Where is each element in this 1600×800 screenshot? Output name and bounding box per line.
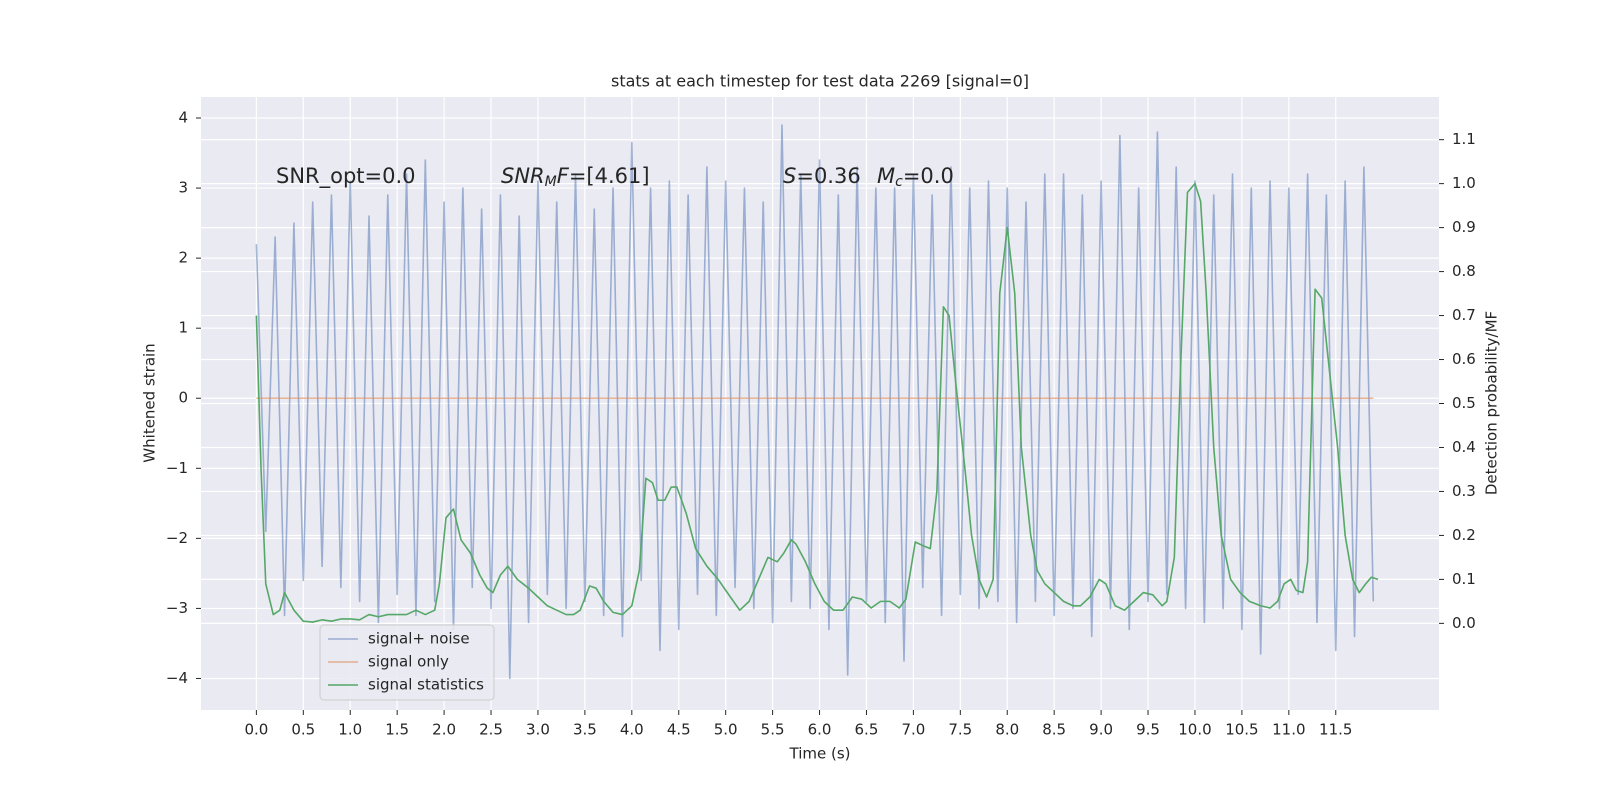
x-tick-label: 6.0	[808, 721, 832, 739]
y2-tick-label: 0.2	[1452, 526, 1476, 544]
y2-tick-label: 0.7	[1452, 306, 1476, 324]
annotation-part: S	[783, 164, 796, 188]
y-tick-label: 4	[178, 109, 188, 127]
annotation-part: SNR	[501, 164, 545, 188]
y-tick-label: 1	[178, 319, 188, 337]
annotation-part: SNR_opt=0.0	[276, 164, 416, 189]
x-tick-label: 1.0	[338, 721, 362, 739]
x-tick-label: 9.0	[1089, 721, 1113, 739]
x-tick-label: 3.5	[573, 721, 597, 739]
annotation-part: =[4.61]	[569, 164, 650, 188]
x-tick-label: 7.5	[948, 721, 972, 739]
y-tick-label: −4	[166, 669, 188, 687]
y-tick-label: 0	[178, 389, 188, 407]
x-tick-label: 10.0	[1178, 721, 1211, 739]
x-tick-label: 5.5	[761, 721, 785, 739]
annotation-part: =0.0	[903, 164, 954, 188]
y-tick-label: −1	[166, 459, 188, 477]
y2-tick-label: 0.5	[1452, 394, 1476, 412]
y2-axis-label: Detection probability/MF	[1483, 311, 1501, 495]
x-tick-label: 3.0	[526, 721, 550, 739]
annotation: S=0.36	[783, 164, 861, 188]
x-tick-label: 11.0	[1272, 721, 1305, 739]
y2-tick-label: 0.3	[1452, 482, 1476, 500]
y2-tick-label: 1.0	[1452, 174, 1476, 192]
annotation-part: =0.36	[796, 164, 860, 188]
annotation-part: c	[895, 174, 903, 190]
x-axis-label: Time (s)	[789, 745, 851, 763]
x-tick-label: 4.5	[667, 721, 691, 739]
x-tick-label: 5.0	[714, 721, 738, 739]
annotation: Mc=0.0	[877, 164, 954, 190]
chart-title: stats at each timestep for test data 226…	[611, 72, 1029, 91]
legend-label: signal statistics	[368, 676, 484, 694]
x-tick-label: 0.5	[291, 721, 315, 739]
y2-tick-label: 0.8	[1452, 262, 1476, 280]
annotation: SNRMF=[4.61]	[501, 164, 650, 190]
x-tick-label: 0.0	[244, 721, 268, 739]
x-tick-label: 7.0	[901, 721, 925, 739]
series-line	[255, 182, 1379, 623]
y-tick-label: −3	[166, 599, 188, 617]
y2-tick-label: 0.1	[1452, 570, 1476, 588]
x-tick-label: 4.0	[620, 721, 644, 739]
y-tick-label: −2	[166, 529, 188, 547]
annotation-part: M	[545, 174, 557, 190]
y2-tick-label: 0.4	[1452, 438, 1476, 456]
x-tick-label: 11.5	[1319, 721, 1352, 739]
x-tick-label: 2.0	[432, 721, 456, 739]
y-tick-label: 2	[178, 249, 188, 267]
legend-label: signal only	[368, 653, 449, 671]
x-tick-label: 6.5	[855, 721, 879, 739]
y2-tick-label: 0.9	[1452, 218, 1476, 236]
y-axis-label: Whitened strain	[141, 343, 159, 462]
legend-label: signal+ noise	[368, 630, 470, 648]
annotation-part: F	[557, 164, 570, 188]
x-tick-label: 2.5	[479, 721, 503, 739]
y2-tick-label: 0.0	[1452, 614, 1476, 632]
legend-box	[319, 624, 495, 701]
annotation-part: M	[877, 164, 895, 188]
series-line	[255, 124, 1375, 680]
x-tick-label: 8.5	[1042, 721, 1066, 739]
x-tick-label: 1.5	[385, 721, 409, 739]
y2-tick-label: 0.6	[1452, 350, 1476, 368]
x-tick-label: 10.5	[1225, 721, 1258, 739]
x-tick-label: 8.0	[995, 721, 1019, 739]
annotation: SNR_opt=0.0	[276, 164, 416, 189]
x-tick-label: 9.5	[1136, 721, 1160, 739]
y2-tick-label: 1.1	[1452, 130, 1476, 148]
y-tick-label: 3	[178, 179, 188, 197]
